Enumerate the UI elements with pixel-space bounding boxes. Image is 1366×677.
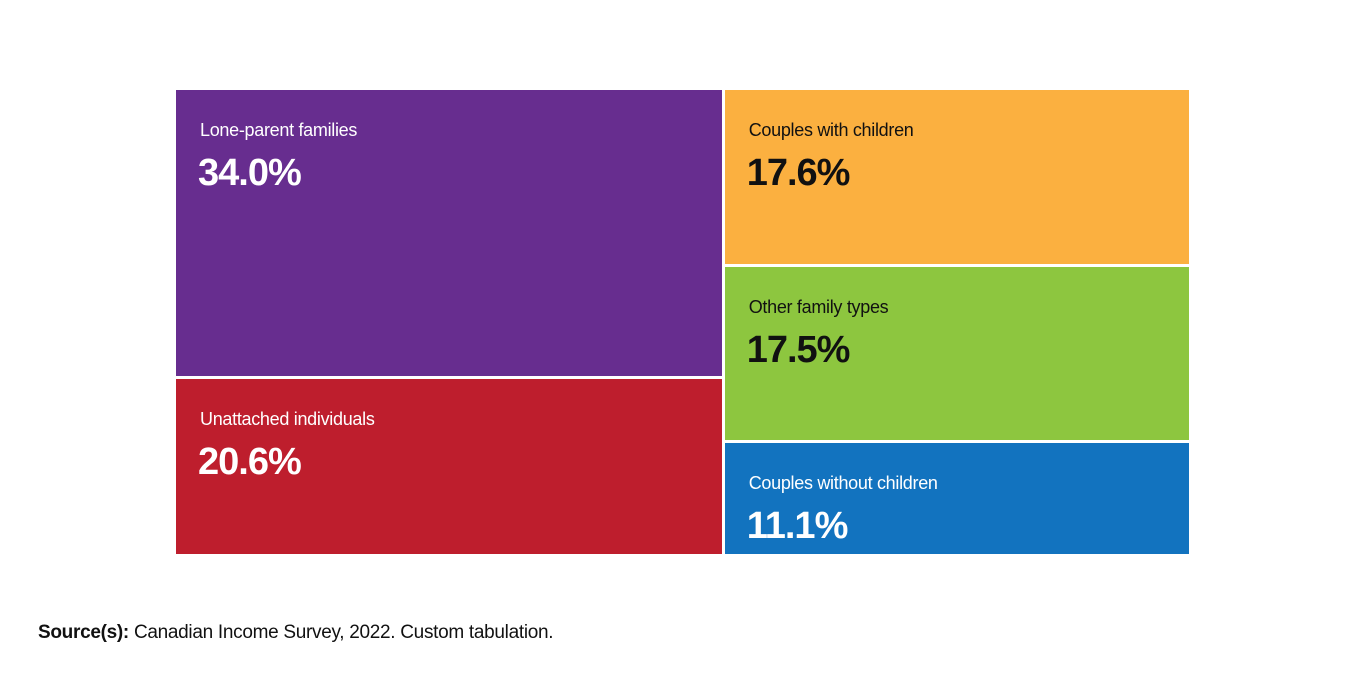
tile-value: 11.1% bbox=[746, 504, 849, 547]
tile-value: 20.6% bbox=[198, 440, 302, 483]
treemap-tile: Couples with children 17.6% bbox=[724, 90, 1189, 264]
source-label: Source(s): bbox=[38, 622, 129, 643]
treemap-tile: Unattached individuals 20.6% bbox=[176, 378, 722, 554]
tile-label: Unattached individuals bbox=[200, 408, 375, 429]
tile-label: Other family types bbox=[748, 296, 889, 317]
tile-label: Couples without children bbox=[748, 472, 938, 493]
treemap-tile: Other family types 17.5% bbox=[724, 266, 1189, 440]
tile-value: 17.6% bbox=[746, 152, 851, 194]
tile-label: Couples with children bbox=[748, 120, 914, 140]
tile-label: Lone-parent families bbox=[200, 120, 358, 140]
source-note: Source(s): Canadian Income Survey, 2022.… bbox=[38, 622, 554, 644]
source-text: Canadian Income Survey, 2022. Custom tab… bbox=[128, 622, 554, 643]
tile-value: 17.5% bbox=[746, 328, 851, 371]
tile-value: 34.0% bbox=[198, 152, 302, 194]
treemap-tile: Couples without children 11.1% bbox=[724, 442, 1189, 554]
treemap-tile: Lone-parent families 34.0% bbox=[176, 90, 722, 376]
